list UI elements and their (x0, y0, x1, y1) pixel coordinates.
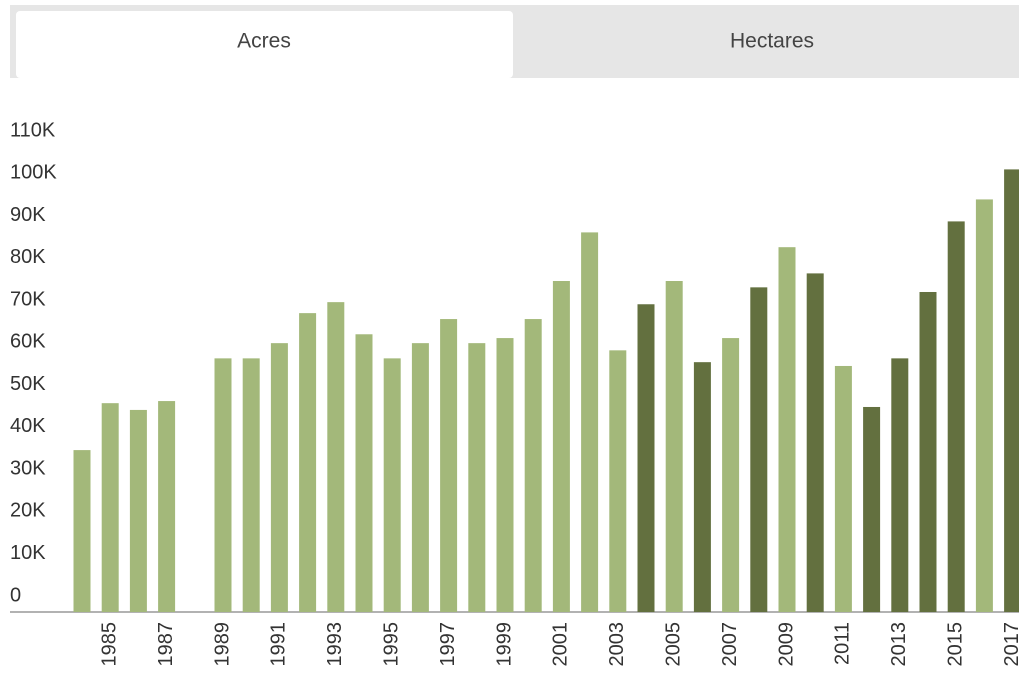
bar (440, 319, 458, 612)
bar (327, 302, 345, 612)
bar (581, 232, 599, 612)
x-tick-label: 2007 (719, 622, 741, 667)
x-tick-label: 2009 (775, 622, 797, 667)
tab-active[interactable] (16, 11, 513, 78)
tab-label[interactable]: Acres (237, 30, 291, 53)
y-tick-label: 110K (10, 119, 56, 141)
bar (637, 304, 655, 612)
y-tick-label: 70K (10, 288, 46, 310)
bar (496, 338, 514, 612)
y-tick-label: 10K (10, 542, 46, 564)
y-tick-label: 80K (10, 246, 46, 268)
bar (947, 221, 965, 612)
bar (834, 365, 852, 612)
y-tick-label: 100K (10, 162, 57, 184)
bar (665, 281, 683, 612)
bar (299, 313, 317, 612)
x-tick-label: 1995 (380, 622, 402, 667)
x-tick-label: 2005 (662, 622, 684, 667)
bar (919, 291, 937, 612)
bar (355, 334, 373, 612)
x-tick-label: 2015 (944, 622, 966, 667)
y-tick-label: 60K (10, 331, 46, 353)
x-tick-label: 2001 (550, 622, 572, 667)
x-tick-label: 2013 (888, 622, 910, 667)
x-tick-label: 1993 (324, 622, 346, 667)
bar (693, 362, 711, 612)
x-tick-label: 1985 (98, 622, 120, 667)
bar (750, 287, 768, 612)
bar (411, 343, 429, 612)
bar (778, 247, 796, 612)
bar (158, 401, 176, 612)
bar (129, 409, 147, 612)
y-tick-label: 20K (10, 500, 46, 522)
x-tick-label: 2017 (1001, 622, 1019, 667)
x-tick-label: 1989 (211, 622, 233, 667)
x-tick-label: 1987 (155, 622, 177, 667)
bar (73, 450, 91, 612)
bar (891, 358, 909, 612)
bar (1004, 169, 1019, 612)
bar (101, 403, 119, 612)
bar (806, 273, 824, 612)
x-tick-label: 1999 (493, 622, 515, 667)
bar (242, 358, 260, 612)
x-tick-label: 2003 (606, 622, 628, 667)
y-tick-label: 30K (10, 457, 46, 479)
bar (722, 338, 740, 612)
y-tick-label: 50K (10, 373, 46, 395)
bar (552, 281, 570, 612)
x-tick-label: 2011 (832, 622, 854, 665)
y-tick-label: 40K (10, 415, 46, 437)
tab-label[interactable]: Hectares (730, 30, 814, 53)
bar (383, 358, 401, 612)
bar (524, 319, 542, 612)
bar (975, 199, 993, 612)
y-tick-label: 0 (10, 584, 21, 606)
bar (270, 343, 288, 612)
y-tick-label: 90K (10, 204, 46, 226)
bar (468, 343, 486, 612)
x-tick-label: 1991 (268, 622, 290, 667)
bar (863, 406, 881, 612)
bar (609, 350, 627, 612)
bar (214, 358, 232, 612)
x-tick-label: 1997 (437, 622, 459, 667)
